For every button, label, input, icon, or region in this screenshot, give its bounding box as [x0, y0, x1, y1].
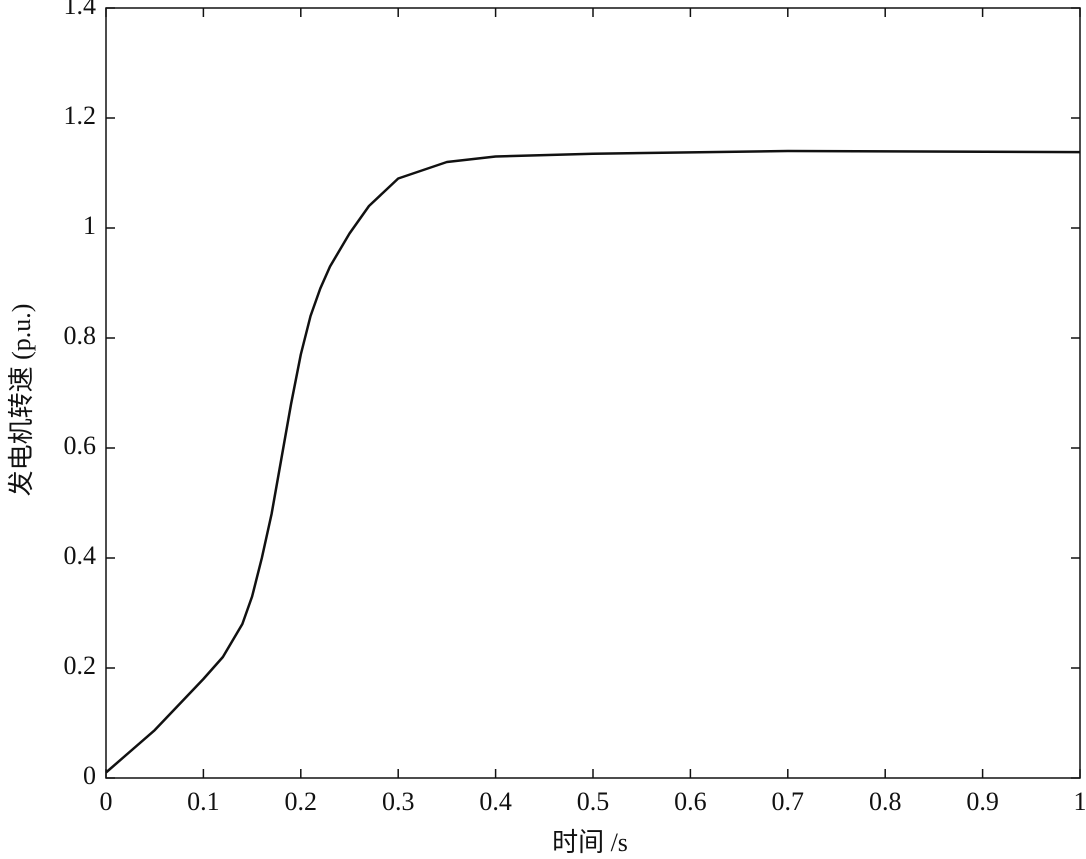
y-tick-label: 1.4	[64, 0, 97, 20]
x-tick-label: 1	[1074, 787, 1086, 816]
x-tick-label: 0.8	[869, 787, 902, 816]
x-tick-label: 0.9	[966, 787, 999, 816]
y-tick-label: 0.4	[64, 541, 97, 570]
x-tick-label: 0.3	[382, 787, 415, 816]
data-line	[105, 149, 1081, 774]
y-tick-label: 0.8	[64, 321, 97, 350]
x-tick-label: 0.2	[285, 787, 318, 816]
x-tick-label: 0	[100, 787, 113, 816]
x-tick-label: 0.4	[479, 787, 512, 816]
x-tick-label: 0.7	[772, 787, 805, 816]
y-tick-label: 1.2	[64, 101, 97, 130]
y-tick-label: 0.6	[64, 431, 97, 460]
y-tick-label: 0	[83, 761, 96, 790]
y-axis-label: 发电机转速 (p.u.)	[7, 304, 36, 497]
y-tick-label: 0.2	[64, 651, 97, 680]
y-tick-label: 1	[83, 211, 96, 240]
x-tick-label: 0.6	[674, 787, 707, 816]
x-tick-label: 0.5	[577, 787, 610, 816]
x-axis-label: 时间 /s	[552, 828, 628, 857]
plot-frame	[105, 7, 1081, 779]
x-tick-label: 0.1	[187, 787, 220, 816]
